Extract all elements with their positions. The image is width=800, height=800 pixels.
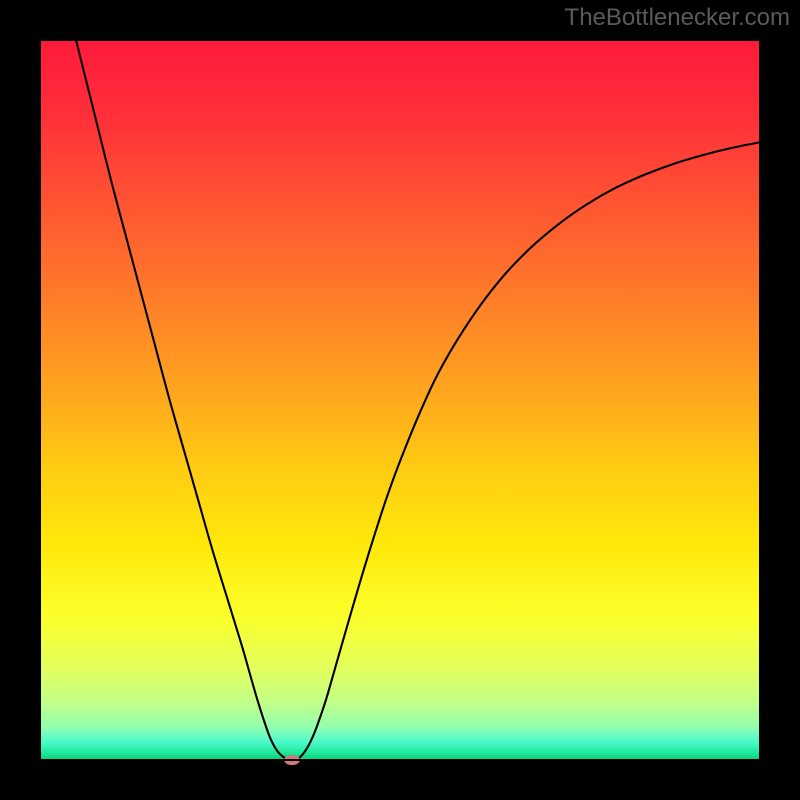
- bottleneck-chart: TheBottlenecker.com: [0, 0, 800, 800]
- chart-gradient-background: [40, 40, 760, 760]
- chart-canvas: [0, 0, 800, 800]
